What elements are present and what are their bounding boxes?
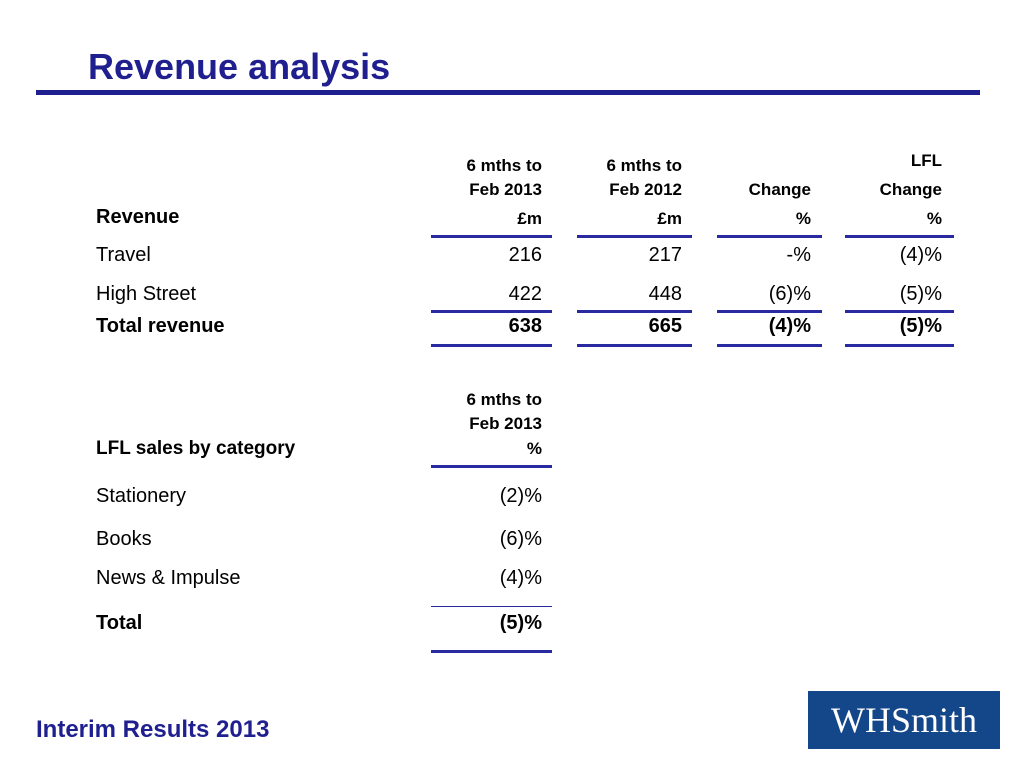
col-header-line2: Change	[879, 180, 942, 199]
subtotal-divider	[431, 606, 552, 607]
col-header-unit: %	[526, 439, 542, 458]
subtotal-divider	[431, 310, 552, 313]
total-divider	[431, 650, 552, 653]
total-divider	[577, 344, 692, 347]
table-cell: 638	[508, 315, 542, 337]
table-cell: (5)%	[899, 315, 942, 337]
table-cell: 217	[648, 244, 682, 266]
total-divider	[717, 344, 822, 347]
logo-text: WHSmith	[830, 700, 977, 740]
row-label: Stationery	[96, 485, 187, 507]
col-header-line1: 6 mths to	[466, 390, 542, 409]
title-underline	[36, 90, 980, 95]
row-header: LFL sales by category	[96, 438, 296, 459]
row-label: High Street	[96, 283, 197, 305]
col-header-line2: Change	[748, 180, 811, 199]
table-cell: 216	[508, 244, 542, 266]
col-header-line1: LFL	[910, 151, 942, 170]
row-label: Total	[96, 612, 143, 634]
row-label: Books	[96, 528, 152, 550]
total-divider	[431, 344, 552, 347]
table-cell: (6)%	[768, 283, 811, 305]
col-header-unit: £m	[657, 209, 682, 228]
col-header-line1: 6 mths to	[606, 156, 682, 175]
column-divider	[577, 235, 692, 238]
table-cell: (4)%	[768, 315, 811, 337]
total-divider	[845, 344, 954, 347]
col-header-unit: %	[795, 209, 811, 228]
col-header-line2: Feb 2012	[609, 180, 682, 199]
column-divider	[431, 465, 552, 468]
table-cell: -%	[786, 244, 811, 266]
col-header-unit: %	[926, 209, 942, 228]
whsmith-logo: WHSmith	[808, 691, 1000, 749]
col-header-line2: Feb 2013	[469, 414, 542, 433]
table-cell: (5)%	[499, 612, 542, 634]
footer-text: Interim Results 2013	[36, 716, 270, 743]
table-cell: (2)%	[499, 485, 542, 507]
row-label: Travel	[96, 244, 151, 266]
table-cell: (5)%	[899, 283, 942, 305]
column-divider	[845, 235, 954, 238]
row-label: News & Impulse	[96, 567, 241, 589]
col-header-unit: £m	[517, 209, 542, 228]
table-cell: 448	[648, 283, 682, 305]
subtotal-divider	[577, 310, 692, 313]
table-cell: 422	[508, 283, 542, 305]
subtotal-divider	[717, 310, 822, 313]
subtotal-divider	[845, 310, 954, 313]
row-header: Revenue	[96, 206, 180, 228]
row-label: Total revenue	[96, 315, 225, 337]
page-title: Revenue analysis	[88, 46, 391, 87]
table-cell: (4)%	[499, 567, 542, 589]
table-cell: 665	[648, 315, 682, 337]
table-cell: (4)%	[899, 244, 942, 266]
col-header-line1: 6 mths to	[466, 156, 542, 175]
column-divider	[717, 235, 822, 238]
table-cell: (6)%	[499, 528, 542, 550]
col-header-line2: Feb 2013	[469, 180, 542, 199]
column-divider	[431, 235, 552, 238]
